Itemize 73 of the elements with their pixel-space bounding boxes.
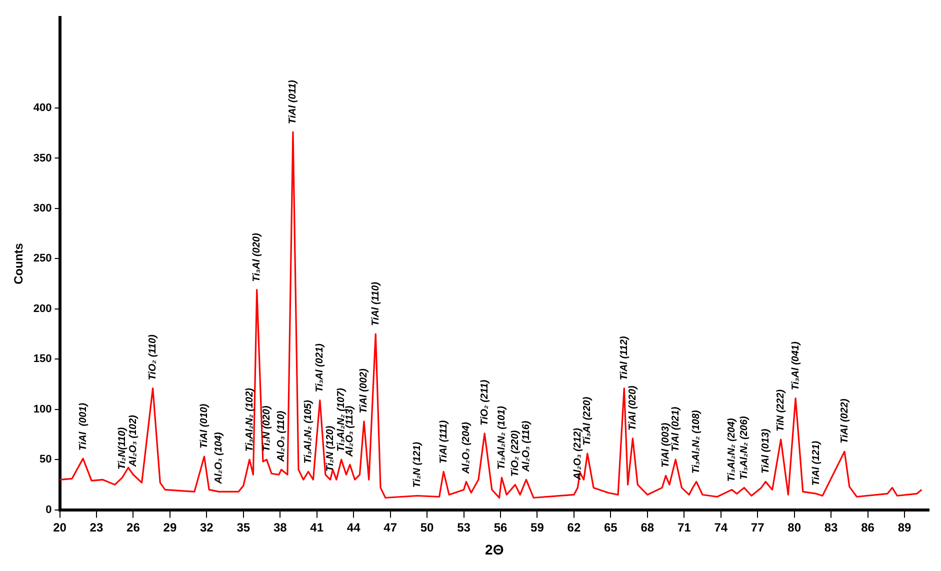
annotation: Ti₂N (121) bbox=[412, 441, 423, 488]
annotation: Al₂O₃ (113) bbox=[344, 405, 356, 458]
x-tick-label: 23 bbox=[90, 520, 104, 534]
annotation: Al₂O₃ (110) bbox=[276, 410, 288, 463]
annotation: TiAl (110) bbox=[370, 281, 382, 326]
annotation: Ti₃Al (021) bbox=[314, 342, 326, 392]
annotation: Ti₃Al₂N₂ (102) bbox=[244, 387, 256, 452]
x-tick-label: 41 bbox=[310, 520, 324, 534]
annotation: TiAl (011) bbox=[288, 79, 299, 124]
annotation: Ti₃Al₂N₂ (101) bbox=[496, 405, 508, 470]
y-tick-label: 300 bbox=[33, 202, 52, 214]
y-axis-title: Counts bbox=[12, 242, 26, 284]
annotation: TiAl (002) bbox=[358, 368, 370, 414]
annotation: Ti₃Al₂N₂ (108) bbox=[691, 409, 702, 474]
x-tick-label: 38 bbox=[273, 520, 288, 534]
y-tick-label: 100 bbox=[33, 403, 52, 416]
x-tick-label: 83 bbox=[824, 520, 838, 534]
x-tick-label: 77 bbox=[750, 520, 765, 534]
annotation: TiN (222) bbox=[776, 388, 787, 432]
annotation: TiO₂ (211) bbox=[479, 379, 490, 426]
x-tick-label: 89 bbox=[898, 520, 912, 534]
annotation: Ti₂N(110) bbox=[116, 426, 128, 470]
annotation: Ti₃Al (020) bbox=[252, 232, 263, 282]
x-tick-label: 44 bbox=[346, 520, 361, 534]
x-tick-label: 80 bbox=[788, 520, 802, 534]
x-tick-label: 56 bbox=[494, 520, 508, 534]
x-tick-label: 62 bbox=[567, 520, 581, 534]
x-tick-label: 65 bbox=[604, 520, 618, 534]
annotation: TiAl (001) bbox=[78, 402, 89, 451]
annotation: Ti₂N (020) bbox=[261, 405, 272, 452]
annotation: TiAl (013) bbox=[760, 428, 772, 474]
annotation: Al₂O₃ (116) bbox=[520, 420, 532, 473]
annotation: TiAl (112) bbox=[618, 336, 630, 380]
annotation: Ti₃Al₂N₂ (206) bbox=[738, 415, 750, 480]
annotation: Al₂O₃ (104) bbox=[214, 431, 225, 485]
x-tick-label: 20 bbox=[53, 520, 67, 534]
x-tick-label: 50 bbox=[420, 520, 434, 534]
annotation: Al₂O₃ (212) bbox=[572, 427, 584, 481]
x-tick-label: 26 bbox=[126, 520, 140, 534]
y-tick-label: 200 bbox=[33, 302, 52, 315]
annotation: Ti₃Al₂N₂ (204) bbox=[726, 417, 738, 482]
x-tick-label: 29 bbox=[163, 520, 177, 534]
annotation: Ti₃Al₂N₂ (105) bbox=[303, 399, 314, 464]
x-tick-label: 32 bbox=[200, 520, 214, 534]
annotation: Al₂O₃ (102) bbox=[128, 414, 139, 468]
x-tick-label: 59 bbox=[530, 520, 544, 534]
x-tick-label: 53 bbox=[457, 520, 471, 534]
y-tick-label: 50 bbox=[40, 454, 52, 466]
x-tick-label: 86 bbox=[861, 520, 875, 534]
annotation: Ti₃Al (041) bbox=[790, 340, 802, 390]
annotation: TiO₂ (220) bbox=[510, 430, 521, 477]
x-tick-label: 35 bbox=[236, 520, 250, 534]
annotation: TiO₂ (110) bbox=[148, 334, 159, 380]
annotation: Ti₃Al (220) bbox=[582, 396, 594, 446]
x-tick-label: 71 bbox=[677, 520, 692, 534]
annotation: TiAl (121) bbox=[811, 440, 822, 486]
y-tick-label: 250 bbox=[33, 252, 52, 265]
annotation: TiAl (022) bbox=[839, 398, 850, 444]
y-tick-label: 0 bbox=[46, 504, 52, 516]
annotation: TiAl (111) bbox=[438, 420, 450, 464]
annotation: Ti₂N (120) bbox=[325, 425, 336, 472]
y-tick-label: 400 bbox=[33, 102, 52, 114]
x-tick-label: 68 bbox=[640, 520, 654, 534]
x-tick-label: 47 bbox=[384, 520, 398, 534]
annotation: TiAl (010) bbox=[198, 403, 210, 449]
annotation: TiAl (003) bbox=[660, 422, 672, 468]
x-axis-title: 2Θ bbox=[485, 541, 504, 558]
y-tick-label: 350 bbox=[33, 152, 52, 164]
annotation: Al₂O₃ (204) bbox=[460, 421, 472, 475]
annotation: TiAl (020) bbox=[627, 384, 638, 430]
x-tick-label: 74 bbox=[714, 520, 728, 534]
y-tick-label: 150 bbox=[33, 353, 52, 366]
annotation: TiAl (021) bbox=[670, 406, 682, 452]
